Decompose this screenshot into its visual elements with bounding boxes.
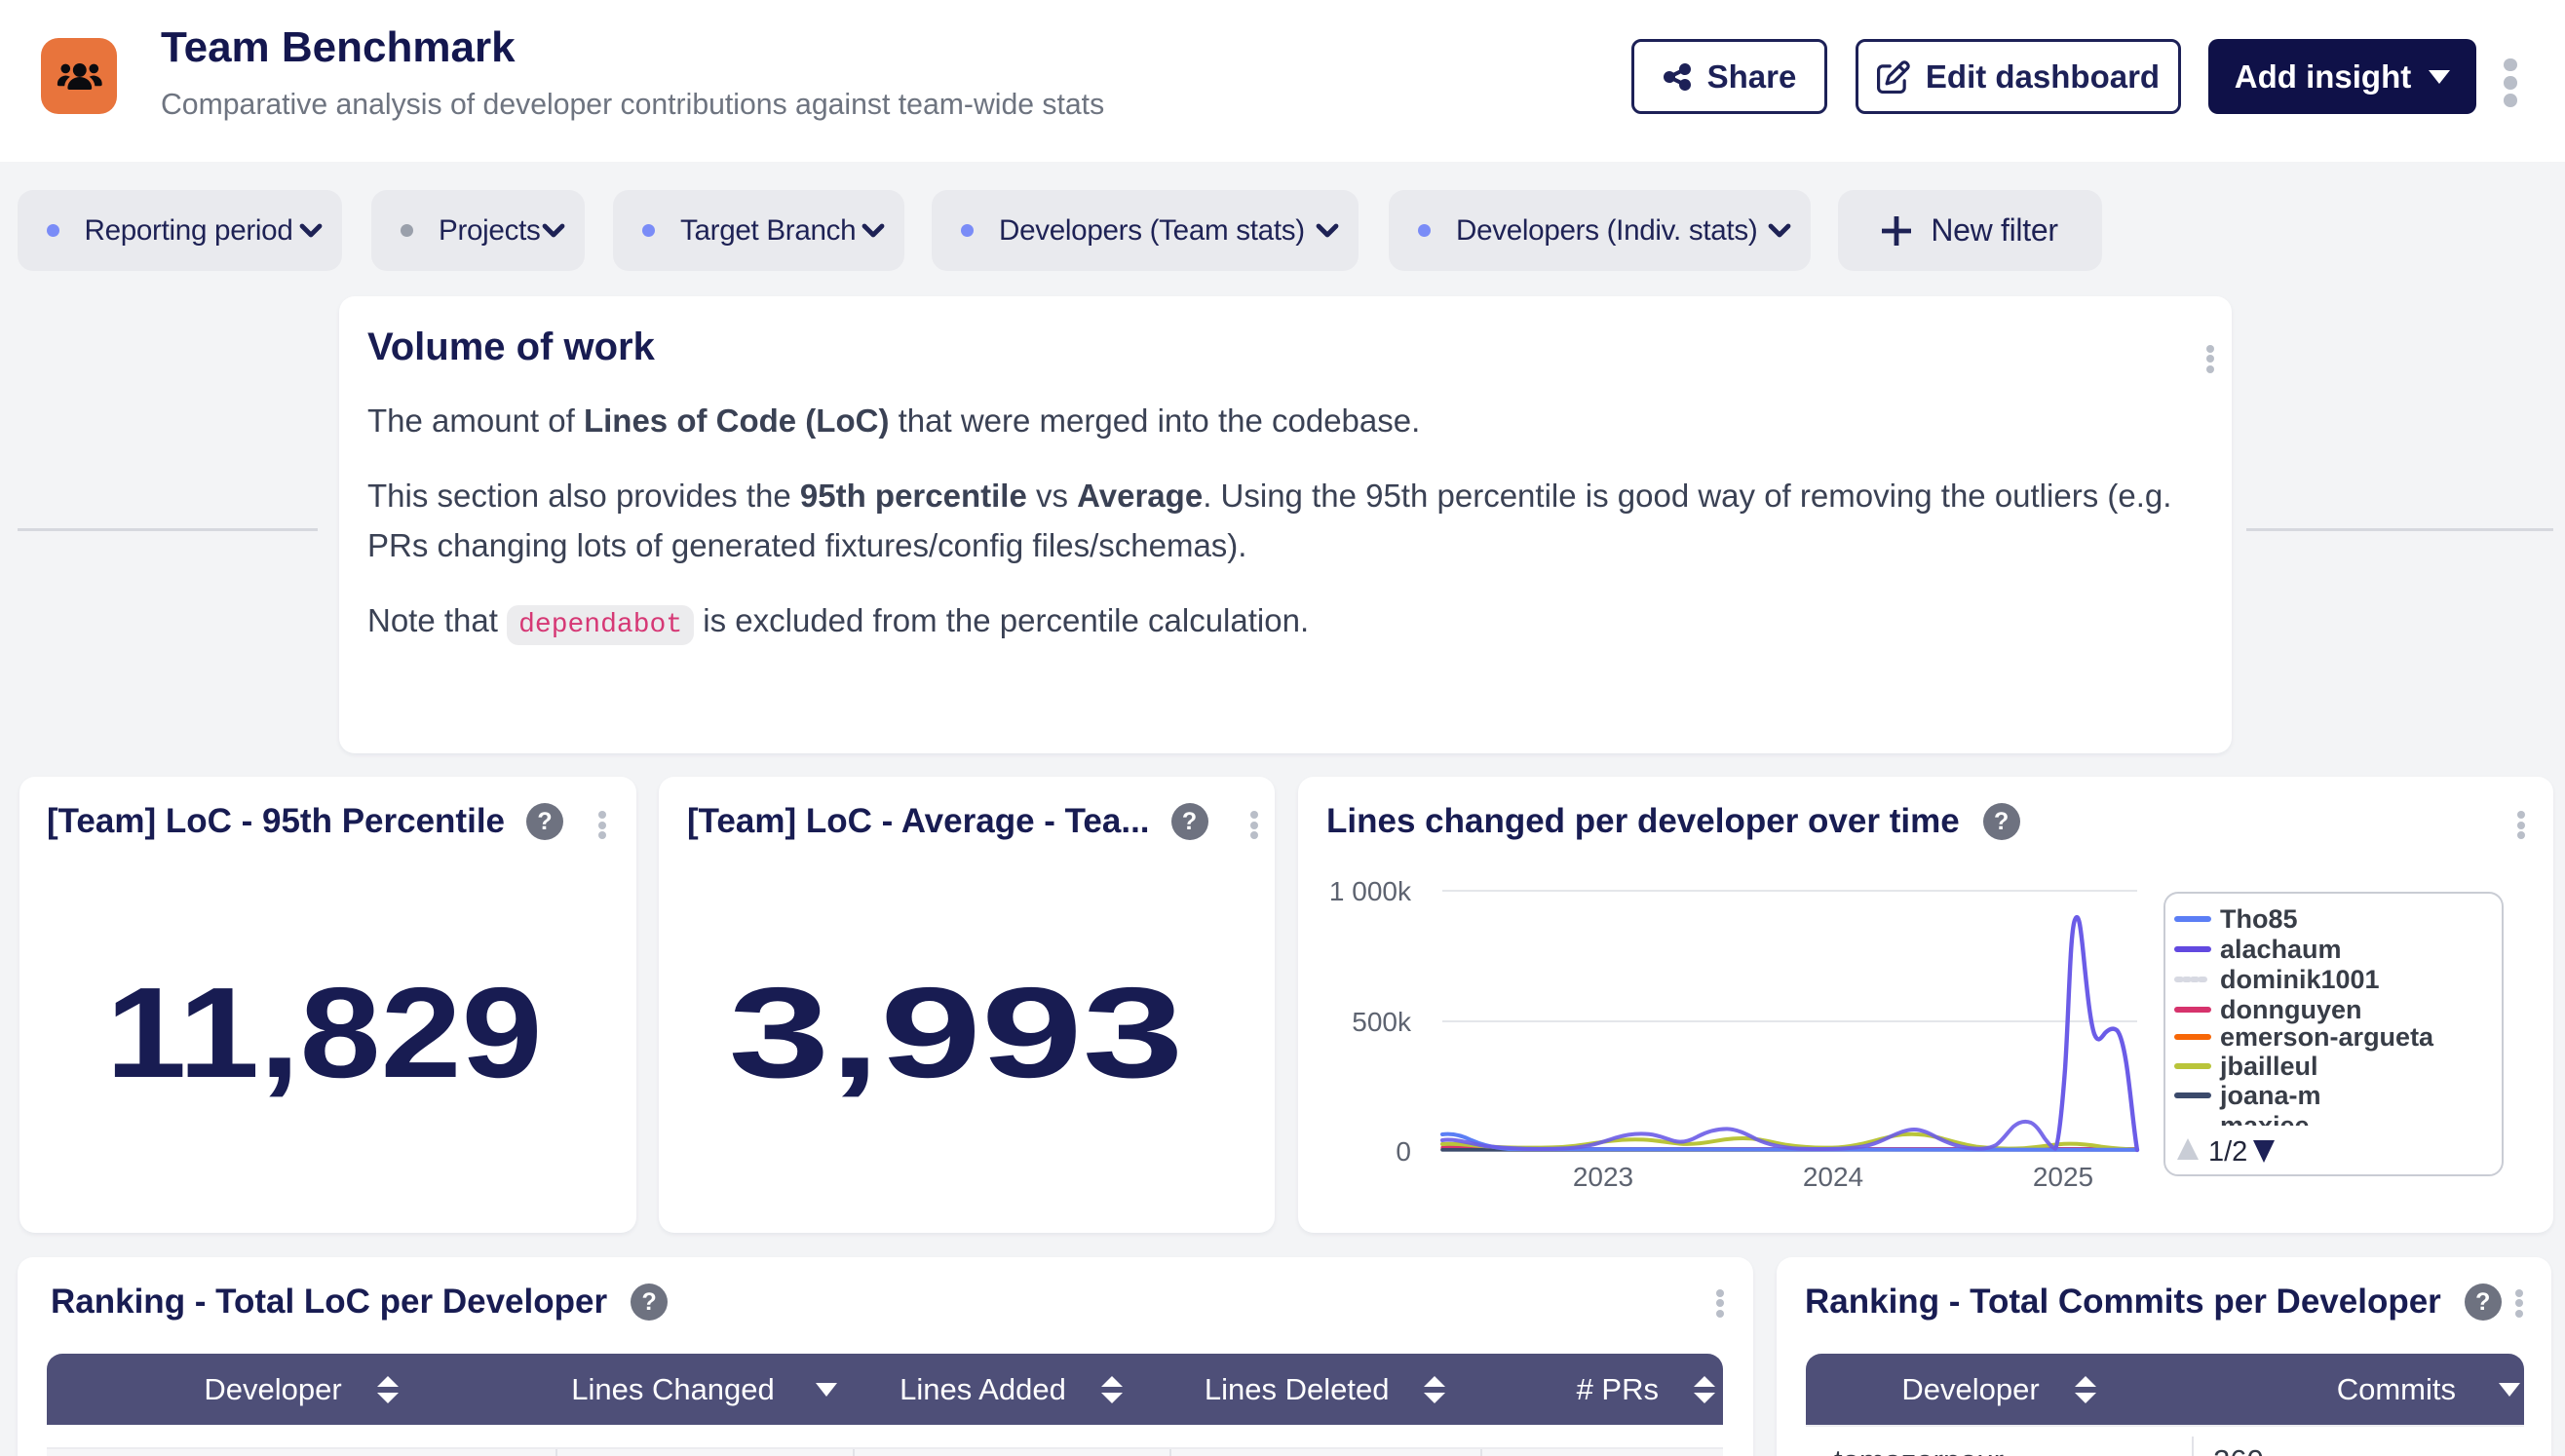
svg-text:joana-m: joana-m bbox=[2219, 1081, 2321, 1110]
svg-text:500k: 500k bbox=[1352, 1007, 1412, 1037]
svg-text:jbailleul: jbailleul bbox=[2219, 1052, 2318, 1081]
svg-text:alachaum: alachaum bbox=[2220, 935, 2342, 964]
svg-text:donnguyen: donnguyen bbox=[2220, 995, 2361, 1024]
svg-text:emerson-argueta: emerson-argueta bbox=[2220, 1022, 2434, 1052]
svg-text:1/2: 1/2 bbox=[2208, 1136, 2247, 1168]
svg-text:Tho85: Tho85 bbox=[2220, 904, 2298, 934]
svg-text:2025: 2025 bbox=[2033, 1162, 2093, 1192]
svg-text:2023: 2023 bbox=[1573, 1162, 1633, 1192]
svg-text:dominik1001: dominik1001 bbox=[2220, 965, 2380, 994]
svg-text:2024: 2024 bbox=[1803, 1162, 1863, 1192]
svg-text:0: 0 bbox=[1396, 1136, 1411, 1167]
svg-text:1 000k: 1 000k bbox=[1329, 876, 1412, 906]
